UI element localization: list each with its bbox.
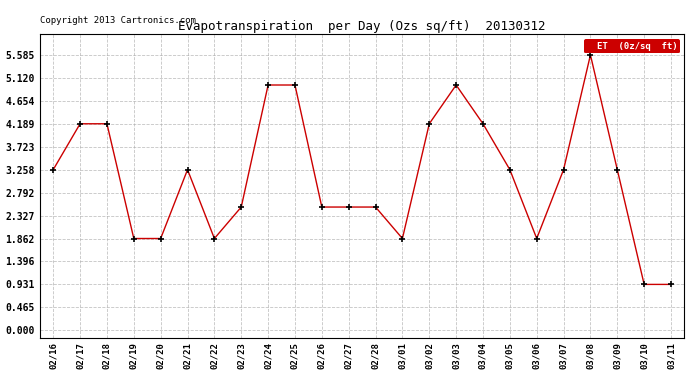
Title: Evapotranspiration  per Day (Ozs sq/ft)  20130312: Evapotranspiration per Day (Ozs sq/ft) 2…	[179, 20, 546, 33]
Text: Copyright 2013 Cartronics.com: Copyright 2013 Cartronics.com	[40, 16, 196, 26]
Legend: ET  (0z/sq  ft): ET (0z/sq ft)	[584, 39, 680, 53]
